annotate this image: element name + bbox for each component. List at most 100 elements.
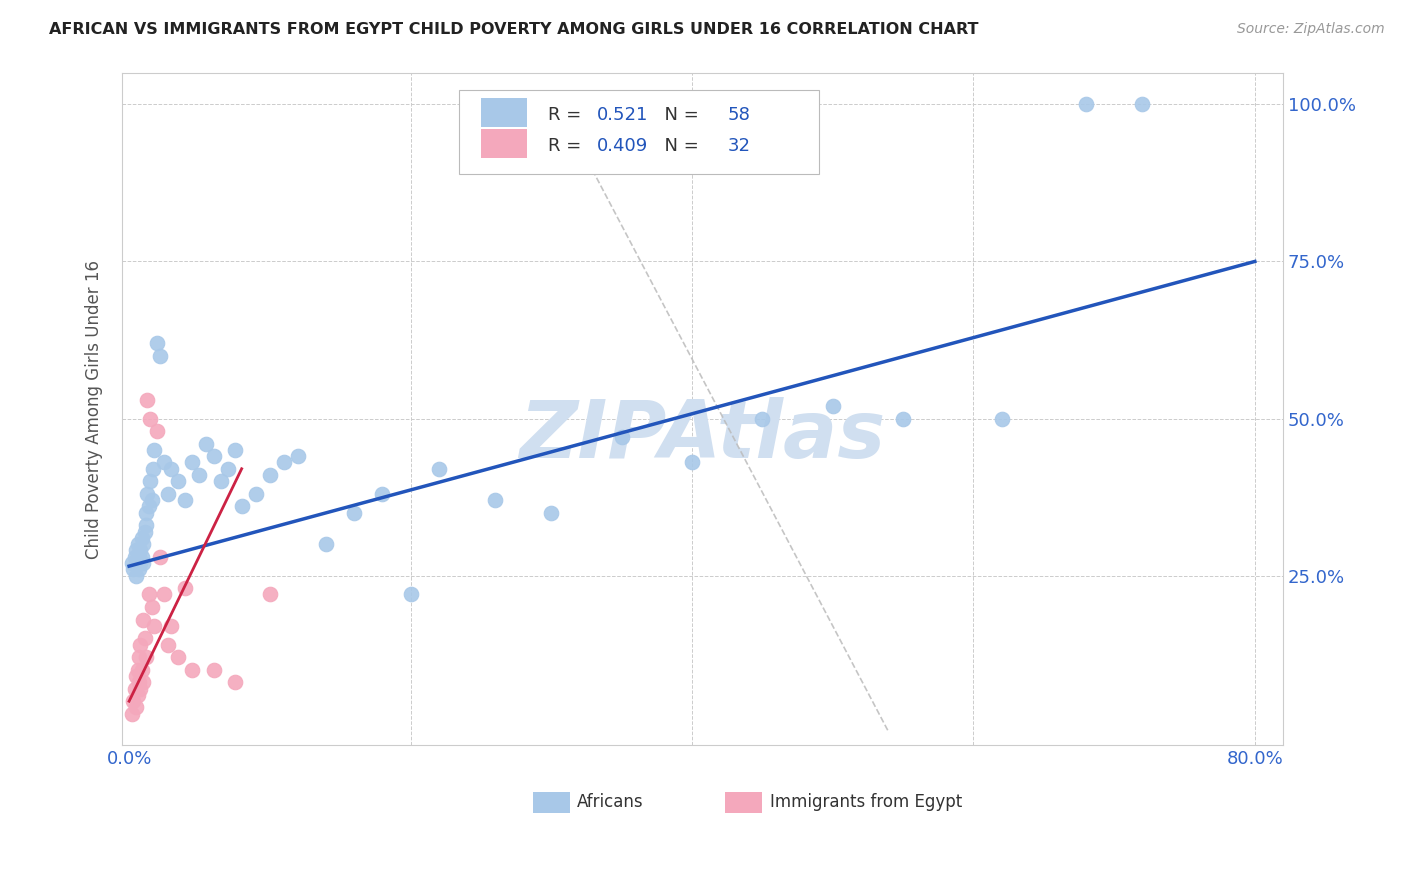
Point [132, 556, 155, 570]
Text: 0.521: 0.521 [598, 105, 648, 124]
Point [127, 688, 149, 702]
Point [129, 681, 152, 696]
Point [122, 562, 145, 576]
Point [143, 619, 166, 633]
Point [259, 587, 281, 601]
Point [125, 568, 148, 582]
Point [125, 543, 148, 558]
Point [134, 632, 156, 646]
Point [427, 462, 450, 476]
Point [131, 531, 153, 545]
Text: R =: R = [548, 105, 588, 124]
Point [287, 449, 309, 463]
Point [540, 506, 562, 520]
FancyBboxPatch shape [533, 791, 571, 814]
Point [132, 537, 155, 551]
Point [157, 638, 180, 652]
Point [136, 487, 159, 501]
Point [132, 613, 155, 627]
FancyBboxPatch shape [481, 98, 527, 128]
Point [139, 411, 162, 425]
Point [136, 392, 159, 407]
Text: Africans: Africans [576, 793, 644, 812]
Point [131, 663, 153, 677]
Point [891, 411, 914, 425]
Point [153, 587, 176, 601]
Point [751, 411, 773, 425]
Point [231, 500, 253, 514]
Point [167, 475, 190, 489]
Point [157, 487, 180, 501]
Point [141, 599, 163, 614]
FancyBboxPatch shape [724, 791, 762, 814]
Point [273, 455, 295, 469]
Point [259, 468, 281, 483]
Point [129, 556, 152, 570]
Point [132, 675, 155, 690]
Point [131, 549, 153, 564]
Point [343, 506, 366, 520]
Point [181, 455, 204, 469]
Text: N =: N = [652, 105, 704, 124]
Point [146, 336, 169, 351]
Point [128, 562, 150, 576]
Point [153, 455, 176, 469]
Point [135, 506, 157, 520]
Point [371, 487, 394, 501]
Point [146, 424, 169, 438]
Point [209, 475, 232, 489]
Point [174, 581, 197, 595]
Point [245, 487, 267, 501]
Point [125, 700, 148, 714]
Point [138, 587, 160, 601]
Point [610, 430, 633, 444]
Point [160, 462, 183, 476]
Point [129, 543, 152, 558]
Point [821, 399, 844, 413]
Y-axis label: Child Poverty Among Girls Under 16: Child Poverty Among Girls Under 16 [86, 260, 103, 558]
Point [149, 349, 172, 363]
Text: Source: ZipAtlas.com: Source: ZipAtlas.com [1237, 22, 1385, 37]
Point [128, 650, 150, 665]
Point [143, 442, 166, 457]
FancyBboxPatch shape [458, 90, 818, 174]
Point [135, 518, 157, 533]
Text: N =: N = [652, 136, 704, 154]
Point [174, 493, 197, 508]
Point [990, 411, 1012, 425]
Point [128, 675, 150, 690]
Text: 0.409: 0.409 [598, 136, 648, 154]
Point [1074, 97, 1097, 112]
Point [141, 493, 163, 508]
Point [124, 549, 146, 564]
Point [134, 524, 156, 539]
Point [484, 493, 506, 508]
Text: Immigrants from Egypt: Immigrants from Egypt [770, 793, 962, 812]
Point [217, 462, 239, 476]
Point [127, 556, 149, 570]
Point [160, 619, 183, 633]
Text: 58: 58 [728, 105, 751, 124]
Point [202, 449, 225, 463]
Point [195, 436, 218, 450]
Point [224, 442, 246, 457]
Point [139, 475, 162, 489]
Point [124, 681, 146, 696]
Point [181, 663, 204, 677]
Text: R =: R = [548, 136, 588, 154]
Point [127, 663, 149, 677]
Point [142, 462, 165, 476]
Point [127, 537, 149, 551]
Text: AFRICAN VS IMMIGRANTS FROM EGYPT CHILD POVERTY AMONG GIRLS UNDER 16 CORRELATION : AFRICAN VS IMMIGRANTS FROM EGYPT CHILD P… [49, 22, 979, 37]
Point [1130, 97, 1153, 112]
Point [135, 650, 157, 665]
Point [125, 669, 148, 683]
Point [202, 663, 225, 677]
Point [315, 537, 337, 551]
Point [149, 549, 172, 564]
Point [128, 549, 150, 564]
Point [129, 638, 152, 652]
Point [121, 706, 143, 721]
Point [681, 455, 703, 469]
Text: ZIPAtlas: ZIPAtlas [519, 397, 886, 475]
